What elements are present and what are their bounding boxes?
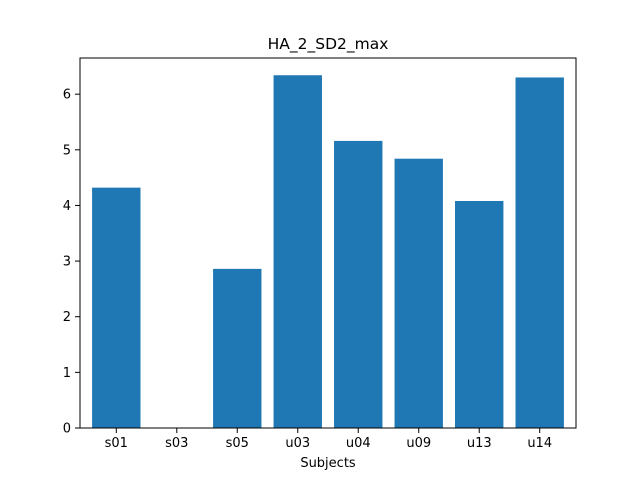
- bar-s01: [92, 187, 141, 428]
- plot-area-frame: [79, 57, 577, 429]
- x-tick-label-u03: u03: [285, 436, 310, 451]
- bars-group: [92, 75, 564, 428]
- bar-u04: [334, 140, 383, 428]
- bar-s05: [213, 268, 262, 428]
- x-tick-label-s05: s05: [226, 436, 249, 451]
- x-tick-label-u14: u14: [527, 436, 552, 451]
- y-tick-label-2: 2: [63, 310, 71, 325]
- y-tick-label-5: 5: [63, 143, 71, 158]
- y-axis-ticks: 0 1 2 3 4 5 6: [63, 88, 80, 437]
- x-axis-title: Subjects: [300, 456, 356, 471]
- y-tick-label-4: 4: [63, 199, 71, 214]
- y-tick-label-6: 6: [63, 88, 71, 103]
- chart-title: HA_2_SD2_max: [268, 35, 389, 54]
- x-tick-label-s01: s01: [105, 436, 128, 451]
- bar-u03: [273, 75, 322, 428]
- y-tick-label-3: 3: [63, 255, 71, 270]
- x-axis-ticks: s01 s03 s05 u03 u04 u09 u13 u14: [105, 428, 552, 451]
- y-tick-label-0: 0: [63, 422, 71, 437]
- x-tick-label-u13: u13: [467, 436, 492, 451]
- x-tick-label-u09: u09: [406, 436, 431, 451]
- bar-u13: [455, 200, 504, 428]
- bar-u14: [515, 77, 564, 428]
- y-tick-label-1: 1: [63, 366, 71, 381]
- x-tick-label-u04: u04: [346, 436, 371, 451]
- bar-u09: [394, 158, 443, 428]
- x-tick-label-s03: s03: [165, 436, 188, 451]
